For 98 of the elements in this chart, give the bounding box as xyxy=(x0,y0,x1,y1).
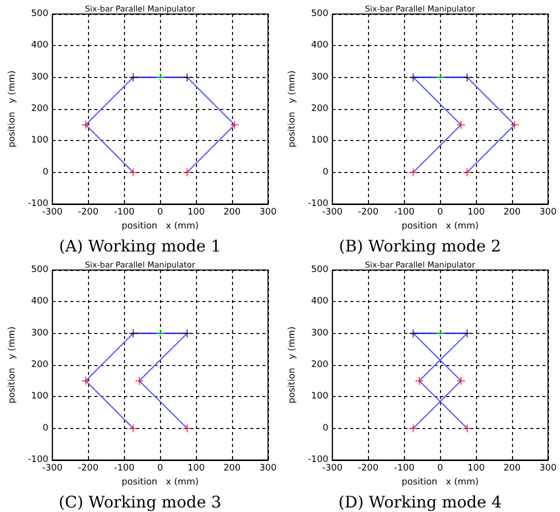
chart-title: Six-bar Parallel Manipulator xyxy=(84,4,196,14)
y-tick-label: 200 xyxy=(311,104,329,114)
point xyxy=(409,168,418,176)
y-tick-label: 0 xyxy=(322,423,329,434)
x-tick-label: -300 xyxy=(322,464,343,474)
point xyxy=(463,168,472,176)
y-tick-label: 400 xyxy=(31,296,49,307)
point xyxy=(457,120,466,129)
point xyxy=(510,120,519,129)
y-tick-label: 500 xyxy=(31,265,49,275)
y-tick-label: 300 xyxy=(311,72,329,82)
x-axis-title: position x (mm) xyxy=(402,477,479,488)
point xyxy=(230,120,239,129)
y-tick-label: -100 xyxy=(28,199,49,209)
x-tick-label: 300 xyxy=(539,208,557,218)
x-tick-label: 0 xyxy=(157,208,164,218)
text: (A) Working mode 1 xyxy=(59,236,222,256)
chart-title: Six-bar Parallel Manipulator xyxy=(84,260,196,270)
y-tick-label: 300 xyxy=(311,328,329,338)
y-axis-title: position y (mm) xyxy=(288,326,298,404)
point xyxy=(409,424,418,432)
text: (C) Working mode 3 xyxy=(58,492,222,512)
point xyxy=(436,73,444,82)
y-tick-label: 0 xyxy=(42,423,49,434)
chart-title: Six-bar Parallel Manipulator xyxy=(364,260,476,270)
x-tick-label: 300 xyxy=(259,208,277,218)
point xyxy=(183,73,192,82)
x-tick-label: 300 xyxy=(259,464,277,474)
point xyxy=(463,424,472,432)
x-tick-label: -300 xyxy=(322,208,343,218)
x-tick-label: 200 xyxy=(223,464,241,474)
x-tick-label: -200 xyxy=(358,464,379,474)
point xyxy=(129,73,138,82)
y-tick-label: 0 xyxy=(42,167,49,178)
y-tick-label: 200 xyxy=(31,104,49,114)
point xyxy=(463,73,472,82)
y-tick-label: 400 xyxy=(31,40,49,51)
y-axis-title: position y (mm) xyxy=(8,326,18,404)
point xyxy=(129,168,138,176)
point xyxy=(457,376,466,385)
point xyxy=(436,329,444,338)
x-tick-label: -100 xyxy=(394,464,415,474)
x-axis-title: position x (mm) xyxy=(402,221,479,232)
x-tick-label: 200 xyxy=(503,464,521,474)
point xyxy=(183,329,192,338)
x-tick-label: 100 xyxy=(468,464,485,474)
y-tick-label: 300 xyxy=(31,72,49,82)
y-tick-label: 400 xyxy=(311,40,329,51)
x-tick-label: 100 xyxy=(188,464,205,474)
x-tick-label: 0 xyxy=(157,464,164,474)
x-tick-label: 200 xyxy=(503,208,521,218)
x-tick-label: 0 xyxy=(437,208,444,218)
y-tick-label: 500 xyxy=(31,9,49,19)
x-tick-label: -200 xyxy=(358,208,379,218)
point xyxy=(409,73,418,82)
y-axis-title: position y (mm) xyxy=(288,70,298,148)
x-tick-label: -200 xyxy=(78,464,99,474)
y-tick-label: 200 xyxy=(31,360,49,370)
x-tick-label: -300 xyxy=(42,464,63,474)
x-tick-label: 300 xyxy=(539,464,557,474)
y-tick-label: -100 xyxy=(308,199,329,209)
point xyxy=(183,424,192,432)
y-tick-label: -100 xyxy=(308,455,329,465)
y-tick-label: 300 xyxy=(31,328,49,338)
y-tick-label: 100 xyxy=(31,392,49,402)
point xyxy=(409,329,418,338)
text: (B) Working mode 2 xyxy=(338,236,502,256)
x-tick-label: -200 xyxy=(78,208,99,218)
y-tick-label: 500 xyxy=(311,9,329,19)
x-tick-label: 100 xyxy=(188,208,205,218)
x-tick-label: 0 xyxy=(437,464,444,474)
x-tick-label: 200 xyxy=(223,208,241,218)
text: (D) Working mode 4 xyxy=(338,492,502,512)
point xyxy=(156,73,164,82)
point xyxy=(156,329,164,338)
x-axis-title: position x (mm) xyxy=(122,477,199,488)
y-tick-label: 100 xyxy=(311,136,329,146)
point xyxy=(463,329,472,338)
y-tick-label: -100 xyxy=(28,455,49,465)
x-tick-label: -100 xyxy=(394,208,415,218)
y-tick-label: 200 xyxy=(311,360,329,370)
y-tick-label: 100 xyxy=(31,136,49,146)
y-tick-label: 0 xyxy=(322,167,329,178)
y-axis-title: position y (mm) xyxy=(8,70,18,148)
x-tick-label: -100 xyxy=(114,208,135,218)
y-tick-label: 100 xyxy=(311,392,329,402)
chart-title: Six-bar Parallel Manipulator xyxy=(364,4,476,14)
x-axis-title: position x (mm) xyxy=(122,221,199,232)
x-tick-label: -100 xyxy=(114,464,135,474)
y-tick-label: 500 xyxy=(311,265,329,275)
point xyxy=(183,168,192,176)
point xyxy=(129,329,138,338)
point xyxy=(129,424,138,432)
point xyxy=(415,376,424,385)
point xyxy=(135,376,144,385)
x-tick-label: 100 xyxy=(468,208,485,218)
y-tick-label: 400 xyxy=(311,296,329,307)
x-tick-label: -300 xyxy=(42,208,63,218)
